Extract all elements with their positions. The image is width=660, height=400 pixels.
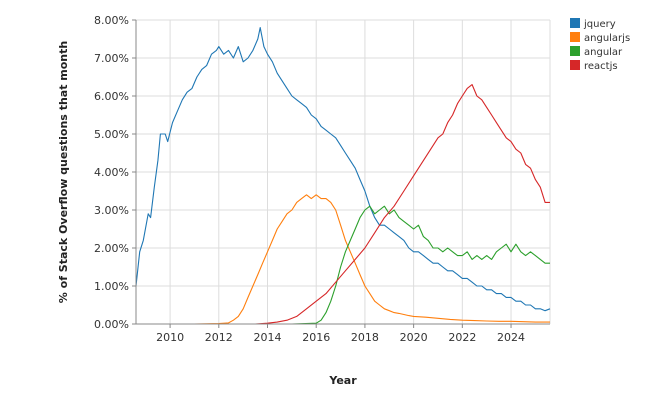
y-tick-label: 5.00% [94,128,129,141]
legend: jquery angularjs angular reactjs [570,18,630,72]
x-tick-label: 2012 [205,331,233,344]
legend-swatch-angular [570,46,580,56]
y-tick-label: 7.00% [94,52,129,65]
x-axis-ticks: 2010 2012 2014 2016 2018 2020 2022 2024 [156,324,525,344]
series-line-jquery [135,27,551,312]
series-line-angular [136,205,550,325]
y-tick-label: 1.00% [94,280,129,293]
series-line-angularjs [136,194,550,325]
y-axis-ticks: 0.00% 1.00% 2.00% 3.00% 4.00% 5.00% 6.00% 7.00%… [94,14,136,331]
legend-label-angular: angular [584,47,623,58]
x-tick-label: 2016 [302,331,330,344]
legend-label-angularjs: angularjs [584,33,630,44]
y-axis-title: % of Stack Overflow questions that month [57,41,70,303]
legend-swatch-reactjs [570,60,580,70]
x-tick-label: 2024 [497,331,525,344]
grid [136,19,551,325]
legend-swatch-jquery [570,18,580,28]
y-tick-label: 8.00% [94,14,129,27]
y-tick-label: 6.00% [94,90,129,103]
series-line-reactjs [136,84,550,325]
y-tick-label: 4.00% [94,166,129,179]
x-tick-label: 2020 [400,331,428,344]
x-tick-label: 2022 [448,331,476,344]
legend-swatch-angularjs [570,32,580,42]
series-lines [135,27,551,325]
legend-label-jquery: jquery [583,19,616,30]
x-tick-label: 2010 [156,331,184,344]
x-tick-label: 2014 [254,331,282,344]
y-tick-label: 2.00% [94,242,129,255]
x-tick-label: 2018 [351,331,379,344]
y-tick-label: 0.00% [94,318,129,331]
x-axis-title: Year [328,374,357,387]
legend-label-reactjs: reactjs [584,61,618,72]
y-tick-label: 3.00% [94,204,129,217]
